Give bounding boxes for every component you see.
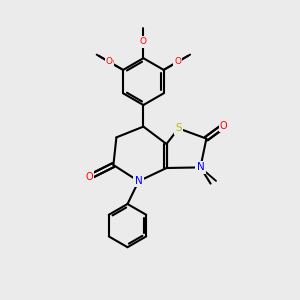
Text: O: O (105, 57, 112, 66)
Text: O: O (175, 57, 182, 66)
Text: O: O (220, 121, 227, 131)
Text: O: O (140, 37, 147, 46)
Text: S: S (175, 123, 182, 134)
Text: N: N (135, 176, 142, 186)
Text: O: O (86, 172, 93, 182)
Text: S: S (175, 123, 182, 134)
Text: N: N (196, 162, 204, 172)
Text: N: N (196, 162, 204, 172)
Text: O: O (140, 38, 147, 47)
Text: O: O (106, 58, 113, 67)
Text: O: O (174, 58, 181, 67)
Text: N: N (135, 176, 142, 186)
Text: O: O (85, 172, 93, 182)
Text: O: O (220, 122, 227, 130)
